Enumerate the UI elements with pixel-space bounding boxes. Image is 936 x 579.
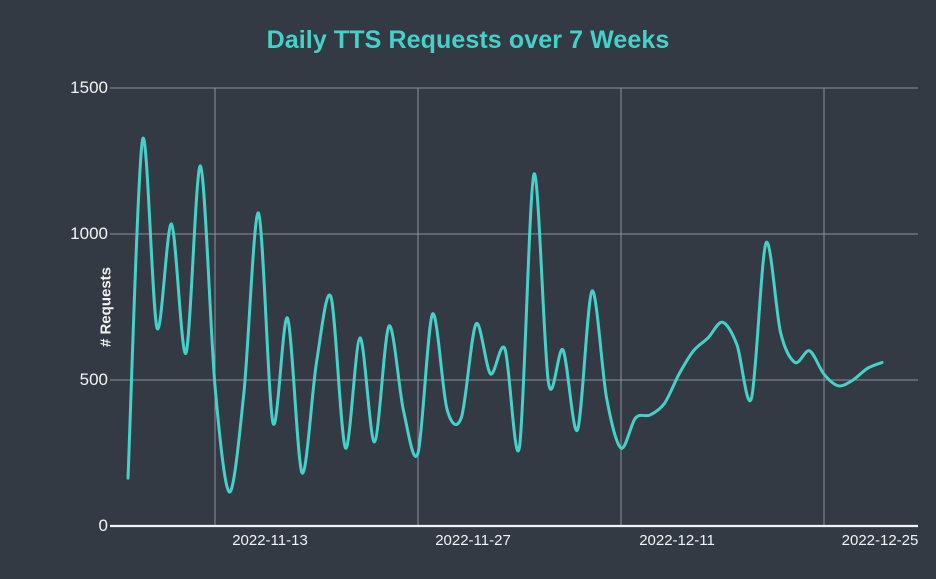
y-tick-label-500: 500	[79, 370, 108, 389]
y-tick-label-1500: 1500	[70, 78, 108, 97]
x-axis-tick-labels: 2022-11-13 2022-11-27 2022-12-11 2022-12…	[118, 532, 918, 560]
horizontal-gridlines	[110, 87, 918, 381]
x-tick-label-3: 2022-12-11	[639, 532, 715, 549]
plot-svg	[110, 87, 918, 528]
data-line-series	[126, 136, 884, 494]
y-axis-tick-labels: 0 500 1000 1500	[42, 78, 108, 535]
x-tick-label-1: 2022-11-13	[232, 532, 308, 549]
plot-area: # Requests	[98, 87, 918, 528]
chart-title: Daily TTS Requests over 7 Weeks	[266, 26, 670, 54]
y-tick-label-1000: 1000	[70, 224, 108, 243]
x-tick-label-4: 2022-12-25	[841, 532, 919, 549]
y-tick-label-0: 0	[98, 516, 108, 535]
y-axis-title: # Requests	[97, 266, 115, 348]
x-tick-label-2: 2022-11-27	[435, 532, 511, 549]
